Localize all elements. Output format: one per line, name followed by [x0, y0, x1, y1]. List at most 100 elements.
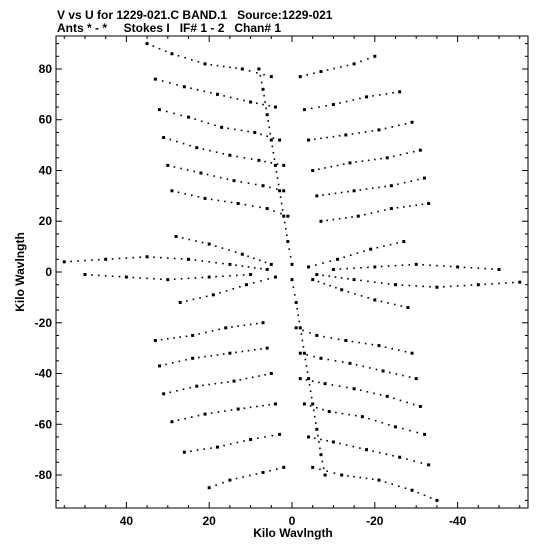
uv-point: [261, 87, 265, 91]
uv-point: [354, 414, 357, 417]
uv-point: [228, 153, 232, 157]
uv-point: [383, 245, 385, 247]
uv-point: [191, 333, 195, 337]
uv-point: [347, 475, 349, 477]
uv-point: [273, 105, 277, 109]
uv-point: [367, 280, 369, 283]
uv-point: [456, 265, 460, 269]
uv-point: [313, 415, 316, 418]
uv-point: [302, 402, 306, 406]
uv-point: [319, 219, 323, 223]
uv-point: [391, 126, 393, 128]
uv-point: [230, 409, 233, 411]
uv-point: [257, 158, 261, 162]
uv-point: [195, 384, 199, 388]
uv-point: [282, 214, 286, 218]
uv-point: [207, 122, 210, 125]
uv-point: [375, 368, 378, 371]
uv-point: [203, 90, 206, 93]
uv-point: [180, 258, 183, 260]
uv-point: [322, 194, 324, 196]
uv-point: [304, 358, 307, 361]
uv-point: [219, 176, 222, 179]
uv-point: [247, 130, 249, 133]
uv-point: [240, 129, 243, 132]
uv-point: [347, 190, 349, 193]
uv-point: [377, 344, 381, 348]
uv-point: [338, 135, 341, 137]
uv-point: [391, 483, 393, 485]
uv-point: [265, 346, 269, 350]
uv-point: [240, 252, 244, 256]
uv-point: [329, 284, 331, 287]
uv-point: [384, 185, 386, 188]
uv-point: [422, 432, 426, 436]
uv-point: [422, 285, 424, 288]
uv-point: [334, 360, 337, 362]
uv-point: [203, 196, 207, 200]
uv-point: [398, 90, 402, 94]
uv-point: [435, 285, 439, 289]
uv-point: [169, 391, 172, 394]
uv-point: [280, 212, 282, 215]
uv-point: [463, 266, 466, 269]
uv-point: [380, 265, 383, 268]
uv-point: [348, 413, 350, 416]
uv-point: [339, 442, 341, 445]
uv-point: [70, 260, 72, 263]
uv-point: [418, 148, 422, 152]
uv-point: [351, 340, 354, 343]
uv-point: [358, 341, 360, 344]
uv-point: [484, 283, 487, 286]
uv-point: [209, 149, 211, 152]
uv-point: [408, 376, 411, 378]
uv-point: [217, 411, 220, 413]
uv-point: [414, 377, 418, 381]
uv-point: [470, 266, 473, 269]
uv-point: [398, 124, 400, 127]
uv-point: [91, 274, 93, 276]
uv-point: [435, 498, 439, 502]
uv-point: [225, 289, 228, 292]
uv-point: [389, 207, 393, 211]
uv-point: [336, 164, 339, 167]
uv-point: [358, 132, 360, 134]
uv-point: [373, 298, 377, 302]
uv-point: [333, 472, 336, 474]
uv-point: [322, 408, 324, 411]
uv-point: [269, 262, 273, 266]
uv-point: [315, 427, 319, 431]
plot-border: [55, 35, 529, 509]
uv-point: [235, 477, 238, 480]
uv-point: [173, 166, 176, 168]
uv-point: [347, 290, 350, 293]
uv-point: [160, 278, 162, 280]
uv-point: [276, 188, 278, 190]
uv-point: [394, 264, 397, 267]
uv-point: [376, 246, 379, 249]
uv-point: [215, 261, 217, 264]
uv-point: [206, 173, 209, 176]
uv-point: [153, 339, 157, 343]
uv-point: [427, 463, 431, 467]
uv-point: [331, 440, 335, 444]
uv-point: [359, 447, 361, 449]
uv-point: [215, 151, 218, 154]
uv-point: [236, 155, 238, 158]
uv-point: [307, 265, 311, 269]
uv-point: [191, 59, 193, 61]
uv-point: [210, 354, 213, 357]
uv-point: [245, 377, 248, 380]
uv-point: [203, 62, 207, 66]
uv-point: [199, 171, 203, 175]
uv-point: [307, 377, 311, 381]
uv-point: [170, 189, 174, 193]
uv-point: [160, 256, 162, 259]
uv-point: [318, 168, 320, 171]
x-tick-label: -40: [449, 514, 467, 528]
uv-point: [298, 377, 302, 381]
uv-point: [237, 325, 239, 327]
uv-point: [406, 458, 408, 460]
uv-point: [415, 285, 418, 287]
uv-point: [223, 444, 225, 447]
